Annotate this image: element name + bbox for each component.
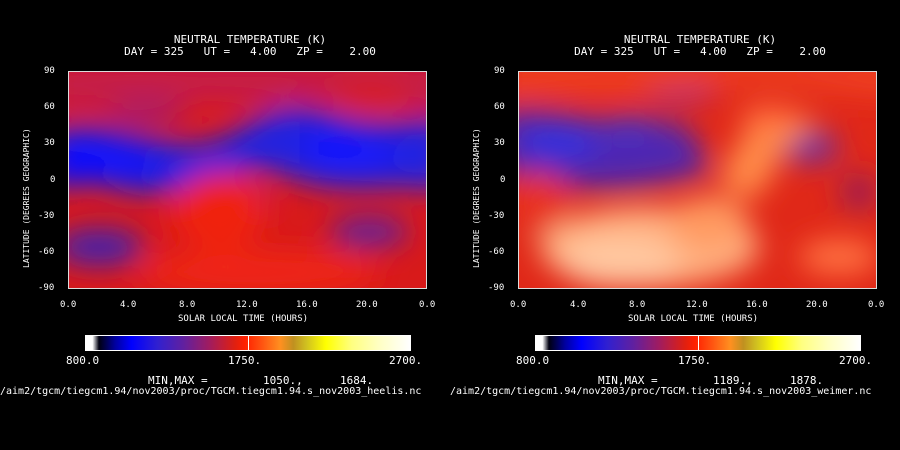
left-ytick: 30 (44, 138, 55, 148)
left-ytick: -60 (38, 247, 55, 257)
left-ytick: 60 (44, 102, 55, 112)
left-colorbar-max: 2700. (389, 354, 423, 367)
right-ytick: -60 (488, 247, 505, 257)
right-colorbar-max: 2700. (839, 354, 873, 367)
left-xtick: 12.0 (236, 300, 258, 310)
left-min-value: 1050., (263, 374, 303, 387)
right-xtick: 8.0 (629, 300, 646, 310)
right-xtick: 16.0 (746, 300, 768, 310)
left-minmax-label: MIN,MAX = (148, 374, 208, 387)
left-colorbar-mid: 1750. (228, 354, 262, 367)
left-ytick: 90 (44, 66, 55, 76)
left-xtick: 4.0 (120, 300, 137, 310)
left-xtick: 20.0 (356, 300, 378, 310)
right-xtick: 4.0 (570, 300, 587, 310)
right-ytick: 30 (494, 138, 505, 148)
right-colorbar (535, 335, 861, 351)
left-ytick: -30 (38, 211, 55, 221)
right-title: NEUTRAL TEMPERATURE (K) (623, 33, 777, 46)
left-xtick: 16.0 (296, 300, 318, 310)
right-subtitle: DAY = 325 UT = 4.00 ZP = 2.00 (574, 45, 826, 58)
right-ytick: -90 (488, 283, 505, 293)
right-ytick: 0 (500, 175, 506, 185)
right-min-value: 1189., (713, 374, 753, 387)
right-xtick: 0.0 (868, 300, 885, 310)
left-xtick: 0.0 (419, 300, 436, 310)
right-ytick: 90 (494, 66, 505, 76)
left-source-path: /aim2/tgcm/tiegcm1.94/nov2003/proc/TGCM.… (0, 386, 422, 397)
left-subtitle: DAY = 325 UT = 4.00 ZP = 2.00 (124, 45, 376, 58)
left-ytick: 0 (50, 175, 56, 185)
left-max-value: 1684. (340, 374, 374, 387)
right-ylabel: LATITUDE (DEGREES GEOGRAPHIC) (472, 128, 481, 268)
right-colorbar-mid: 1750. (678, 354, 712, 367)
right-source-path: /aim2/tgcm/tiegcm1.94/nov2003/proc/TGCM.… (450, 386, 872, 397)
left-xtick: 8.0 (179, 300, 196, 310)
left-xtick: 0.0 (60, 300, 77, 310)
right-max-value: 1878. (790, 374, 824, 387)
left-ytick: -90 (38, 283, 55, 293)
left-colorbar-min: 800.0 (66, 354, 100, 367)
right-ytick: -30 (488, 211, 505, 221)
right-xtick: 0.0 (510, 300, 527, 310)
left-heatmap (68, 71, 427, 289)
right-xlabel: SOLAR LOCAL TIME (HOURS) (628, 314, 759, 324)
left-colorbar (85, 335, 411, 351)
right-heatmap (518, 71, 877, 289)
left-title: NEUTRAL TEMPERATURE (K) (173, 33, 327, 46)
right-minmax-label: MIN,MAX = (598, 374, 658, 387)
right-xtick: 20.0 (806, 300, 828, 310)
right-colorbar-min: 800.0 (516, 354, 550, 367)
right-ytick: 60 (494, 102, 505, 112)
left-xlabel: SOLAR LOCAL TIME (HOURS) (178, 314, 309, 324)
left-ylabel: LATITUDE (DEGREES GEOGRAPHIC) (22, 128, 31, 268)
right-xtick: 12.0 (686, 300, 708, 310)
